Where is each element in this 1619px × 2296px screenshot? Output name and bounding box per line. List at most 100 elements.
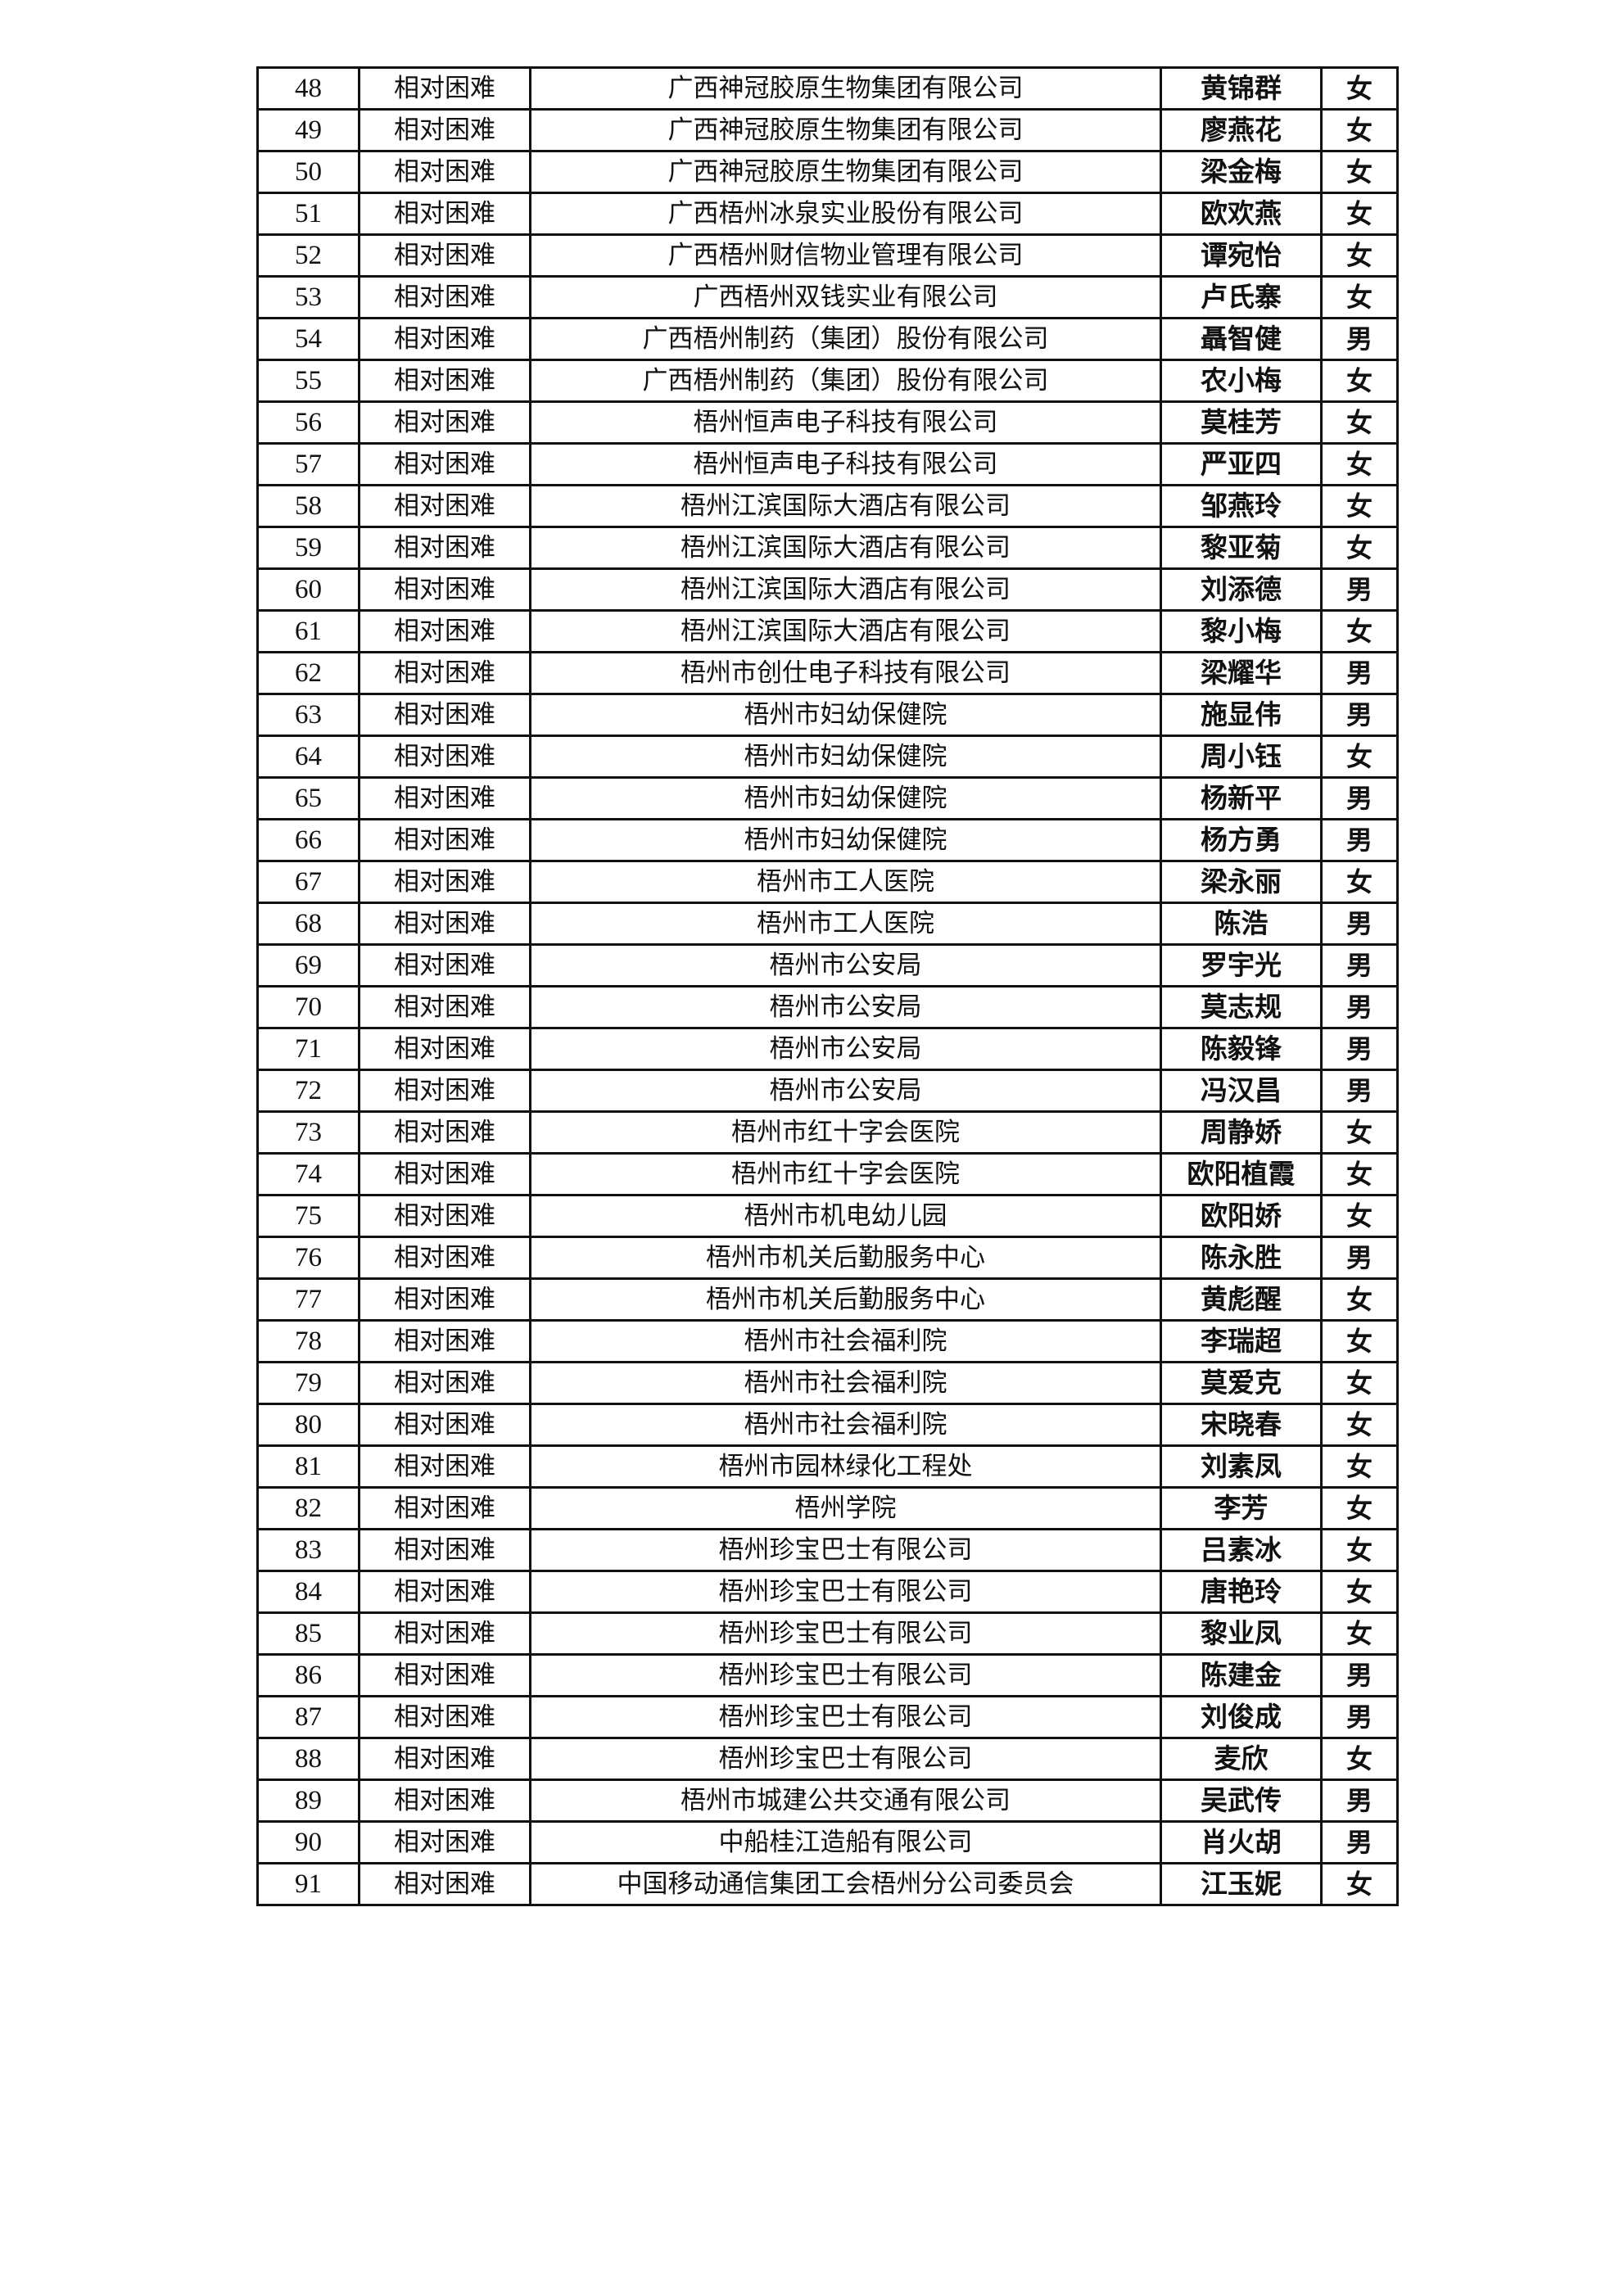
gender-cell: 女 (1320, 1737, 1399, 1781)
difficulty-type-cell: 相对困难 (358, 1695, 531, 1739)
person-name-cell: 黄彪醒 (1160, 1277, 1323, 1322)
table-row: 74 相对困难 梧州市红十字会医院 欧阳植霞女 (256, 1152, 1399, 1196)
person-name-cell: 欧欢燕 (1160, 192, 1323, 236)
row-number-cell: 78 (256, 1319, 360, 1363)
row-number-cell: 51 (256, 192, 360, 236)
gender-cell: 女 (1320, 442, 1399, 486)
table-row: 53 相对困难 广西梧州双钱实业有限公司 卢氏寨女 (256, 275, 1399, 319)
company-name-cell: 梧州学院 (529, 1486, 1162, 1530)
row-number-cell: 69 (256, 943, 360, 988)
gender-cell: 女 (1320, 1403, 1399, 1447)
gender-cell: 男 (1320, 1695, 1399, 1739)
person-name-cell: 周静娇 (1160, 1110, 1323, 1155)
difficulty-type-cell: 相对困难 (358, 1236, 531, 1280)
company-name-cell: 梧州江滨国际大酒店有限公司 (529, 567, 1162, 612)
person-name-cell: 施显伟 (1160, 693, 1323, 737)
table-row: 84 相对困难 梧州珍宝巴士有限公司 唐艳玲女 (256, 1570, 1399, 1614)
company-name-cell: 广西梧州冰泉实业股份有限公司 (529, 192, 1162, 236)
company-name-cell: 梧州珍宝巴士有限公司 (529, 1528, 1162, 1572)
row-number-cell: 67 (256, 860, 360, 904)
difficulty-type-cell: 相对困难 (358, 275, 531, 319)
gender-cell: 女 (1320, 1444, 1399, 1489)
gender-cell: 男 (1320, 1236, 1399, 1280)
difficulty-type-cell: 相对困难 (358, 1361, 531, 1405)
difficulty-type-cell: 相对困难 (358, 651, 531, 695)
row-number-cell: 61 (256, 609, 360, 653)
gender-cell: 男 (1320, 943, 1399, 988)
gender-cell: 女 (1320, 484, 1399, 528)
company-name-cell: 梧州市妇幼保健院 (529, 734, 1162, 779)
gender-cell: 女 (1320, 609, 1399, 653)
difficulty-type-cell: 相对困难 (358, 1194, 531, 1238)
row-number-cell: 82 (256, 1486, 360, 1530)
gender-cell: 女 (1320, 1152, 1399, 1196)
company-name-cell: 梧州珍宝巴士有限公司 (529, 1737, 1162, 1781)
difficulty-type-cell: 相对困难 (358, 1069, 531, 1113)
row-number-cell: 75 (256, 1194, 360, 1238)
row-number-cell: 62 (256, 651, 360, 695)
person-name-cell: 冯汉昌 (1160, 1069, 1323, 1113)
gender-cell: 女 (1320, 860, 1399, 904)
row-number-cell: 91 (256, 1862, 360, 1906)
row-number-cell: 68 (256, 902, 360, 946)
row-number-cell: 85 (256, 1611, 360, 1656)
gender-cell: 女 (1320, 192, 1399, 236)
difficulty-type-cell: 相对困难 (358, 985, 531, 1029)
company-name-cell: 梧州市机关后勤服务中心 (529, 1236, 1162, 1280)
person-name-cell: 唐艳玲 (1160, 1570, 1323, 1614)
table-row: 51 相对困难 广西梧州冰泉实业股份有限公司 欧欢燕女 (256, 192, 1399, 236)
table-row: 91 相对困难 中国移动通信集团工会梧州分公司委员会 江玉妮女 (256, 1862, 1399, 1906)
difficulty-type-cell: 相对困难 (358, 693, 531, 737)
company-name-cell: 梧州江滨国际大酒店有限公司 (529, 526, 1162, 570)
person-name-cell: 梁永丽 (1160, 860, 1323, 904)
gender-cell: 女 (1320, 1570, 1399, 1614)
table-row: 75 相对困难 梧州市机电幼儿园 欧阳娇女 (256, 1194, 1399, 1238)
person-name-cell: 杨新平 (1160, 776, 1323, 820)
table-row: 68 相对困难 梧州市工人医院 陈浩男 (256, 902, 1399, 946)
row-number-cell: 50 (256, 150, 360, 194)
row-number-cell: 80 (256, 1403, 360, 1447)
roster-table-body: 48 相对困难 广西神冠胶原生物集团有限公司 黄锦群女 49 相对困难 广西神冠胶原生物集团… (256, 66, 1399, 1906)
difficulty-type-cell: 相对困难 (358, 567, 531, 612)
row-number-cell: 57 (256, 442, 360, 486)
company-name-cell: 广西梧州制药（集团）股份有限公司 (529, 359, 1162, 403)
difficulty-type-cell: 相对困难 (358, 1820, 531, 1864)
gender-cell: 男 (1320, 985, 1399, 1029)
table-row: 73 相对困难 梧州市红十字会医院 周静娇女 (256, 1110, 1399, 1155)
company-name-cell: 梧州市公安局 (529, 943, 1162, 988)
difficulty-type-cell: 相对困难 (358, 526, 531, 570)
gender-cell: 女 (1320, 1486, 1399, 1530)
person-name-cell: 刘添德 (1160, 567, 1323, 612)
difficulty-type-cell: 相对困难 (358, 902, 531, 946)
company-name-cell: 梧州江滨国际大酒店有限公司 (529, 609, 1162, 653)
table-row: 85 相对困难 梧州珍宝巴士有限公司 黎业凤女 (256, 1611, 1399, 1656)
company-name-cell: 梧州珍宝巴士有限公司 (529, 1653, 1162, 1697)
person-name-cell: 梁耀华 (1160, 651, 1323, 695)
table-row: 65 相对困难 梧州市妇幼保健院 杨新平男 (256, 776, 1399, 820)
gender-cell: 男 (1320, 651, 1399, 695)
difficulty-type-cell: 相对困难 (358, 1611, 531, 1656)
company-name-cell: 梧州珍宝巴士有限公司 (529, 1570, 1162, 1614)
company-name-cell: 梧州市工人医院 (529, 902, 1162, 946)
gender-cell: 女 (1320, 233, 1399, 278)
difficulty-type-cell: 相对困难 (358, 734, 531, 779)
difficulty-type-cell: 相对困难 (358, 192, 531, 236)
difficulty-type-cell: 相对困难 (358, 1528, 531, 1572)
row-number-cell: 89 (256, 1778, 360, 1823)
person-name-cell: 肖火胡 (1160, 1820, 1323, 1864)
person-name-cell: 欧阳娇 (1160, 1194, 1323, 1238)
difficulty-type-cell: 相对困难 (358, 442, 531, 486)
difficulty-type-cell: 相对困难 (358, 108, 531, 152)
company-name-cell: 梧州市妇幼保健院 (529, 693, 1162, 737)
difficulty-type-cell: 相对困难 (358, 484, 531, 528)
row-number-cell: 81 (256, 1444, 360, 1489)
table-row: 48 相对困难 广西神冠胶原生物集团有限公司 黄锦群女 (256, 66, 1399, 111)
person-name-cell: 莫爱克 (1160, 1361, 1323, 1405)
gender-cell: 男 (1320, 1027, 1399, 1071)
gender-cell: 女 (1320, 734, 1399, 779)
row-number-cell: 73 (256, 1110, 360, 1155)
table-row: 88 相对困难 梧州珍宝巴士有限公司 麦欣女 (256, 1737, 1399, 1781)
company-name-cell: 梧州市创仕电子科技有限公司 (529, 651, 1162, 695)
table-row: 86 相对困难 梧州珍宝巴士有限公司 陈建金男 (256, 1653, 1399, 1697)
table-row: 76 相对困难 梧州市机关后勤服务中心 陈永胜男 (256, 1236, 1399, 1280)
